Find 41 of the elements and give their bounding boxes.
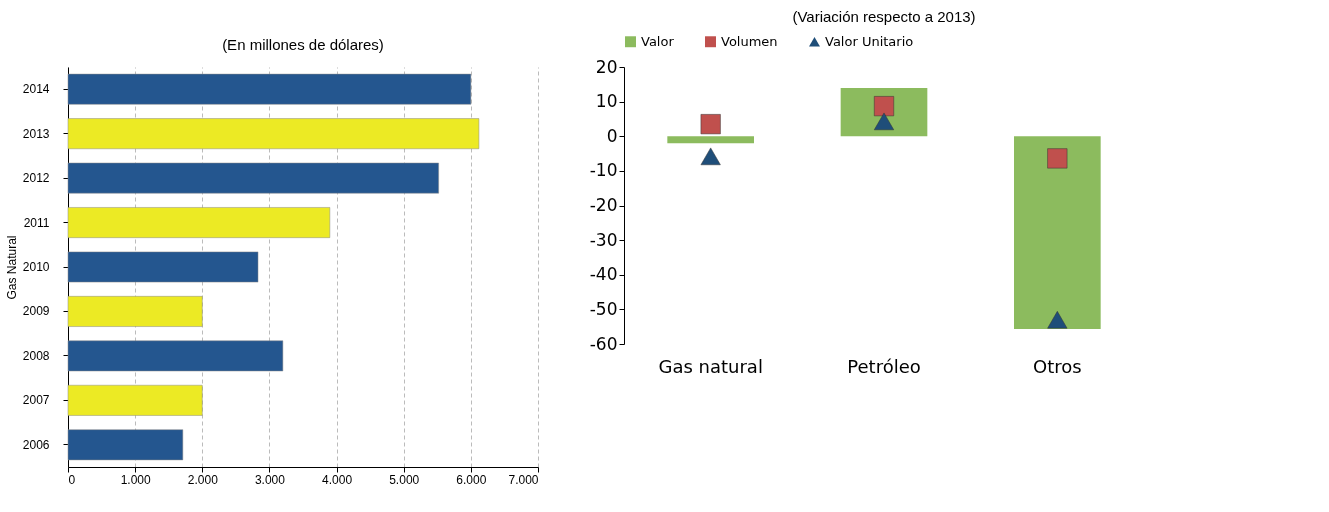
x-tick-label: Gas natural (658, 355, 763, 377)
y-tick-label: 2012 (22, 171, 50, 186)
x-tick-label: 2.000 (187, 472, 219, 487)
x-tick-label: 1.000 (120, 472, 151, 487)
y-tick-label: 10 (595, 91, 618, 112)
x-tick-label: 4.000 (322, 472, 353, 487)
chart-title: (En millones de dólares) (222, 36, 384, 53)
y-tick-label: 2011 (23, 215, 50, 230)
legend-label: Valor Unitario (825, 33, 914, 49)
y-tick-label: -30 (589, 229, 618, 250)
y-tick-label: 2007 (22, 393, 50, 408)
y-tick-label: -60 (589, 333, 618, 354)
x-tick-label: 5.000 (389, 472, 420, 487)
point (700, 147, 721, 166)
legend-label: Volumen (721, 33, 778, 49)
point (874, 96, 894, 117)
point (1047, 311, 1068, 329)
y-axis-title: Gas Natural (4, 235, 19, 300)
y-tick-label: 0 (606, 125, 618, 146)
y-tick-label: 2009 (22, 304, 50, 319)
y-tick-label: 20 (595, 56, 618, 77)
y-tick-label: -50 (589, 298, 618, 319)
y-tick-label: 2008 (22, 348, 50, 363)
legend-label: Valor (641, 33, 675, 49)
x-tick-label: 0 (68, 472, 76, 487)
x-tick-label: 7.000 (508, 472, 539, 487)
x-tick-label: 6.000 (456, 472, 487, 487)
point (700, 114, 721, 135)
x-tick-label: Petróleo (847, 355, 921, 377)
y-tick-label: 2014 (22, 82, 50, 97)
y-tick-label: -20 (589, 195, 618, 215)
y-tick-label: 2006 (22, 437, 50, 452)
y-tick-label: 2010 (22, 260, 50, 274)
y-tick-label: -40 (589, 264, 618, 285)
x-tick-label: 3.000 (254, 472, 286, 487)
y-tick-label: -10 (589, 160, 618, 181)
point (874, 112, 894, 131)
chart-title: (Variación respecto a 2013) (792, 8, 976, 25)
point (1047, 148, 1068, 169)
x-tick-label: Otros (1033, 355, 1082, 377)
y-tick-label: 2013 (22, 126, 50, 141)
